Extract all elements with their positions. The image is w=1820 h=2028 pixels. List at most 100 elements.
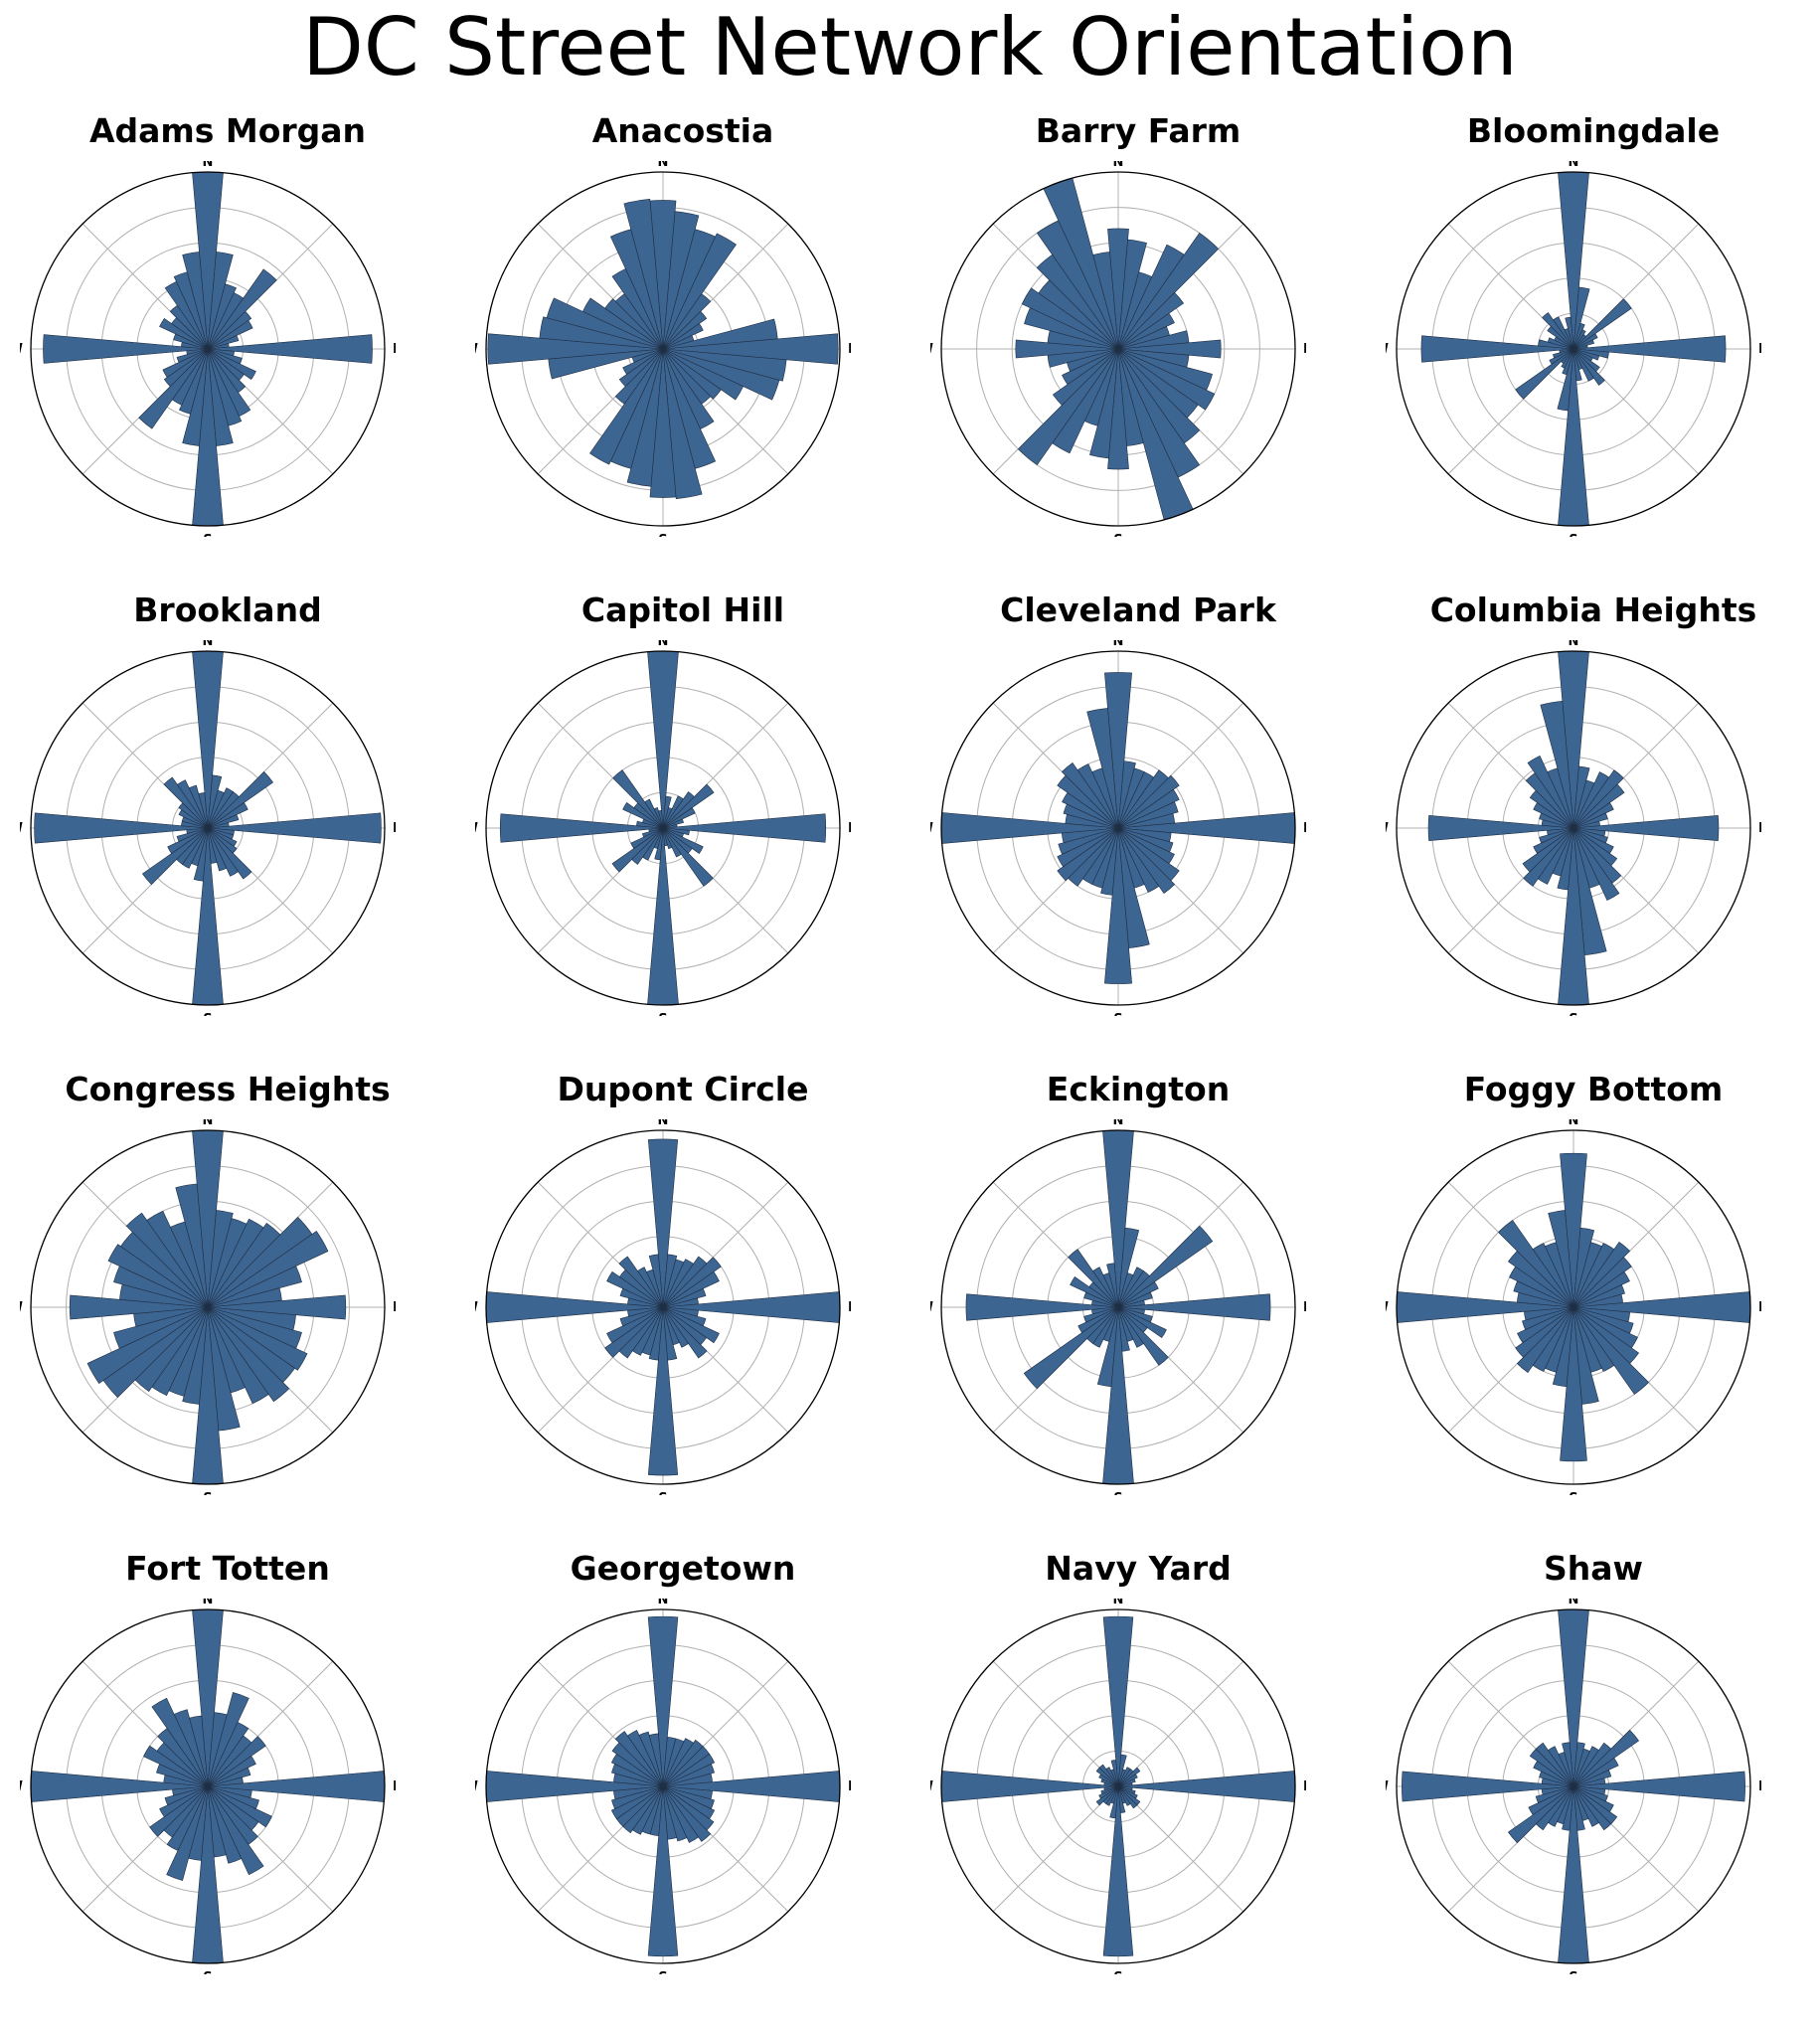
orientation-bar	[207, 1767, 251, 1787]
orientation-bar	[1021, 287, 1119, 350]
circular-gridline	[976, 207, 1260, 491]
orientation-bar	[1572, 812, 1608, 829]
orientation-bar	[207, 283, 237, 350]
orientation-bar	[1117, 1785, 1138, 1809]
orientation-bar	[604, 298, 664, 350]
orientation-bar	[107, 1244, 209, 1308]
direction-label-s: S	[1569, 533, 1577, 537]
orientation-bar	[207, 827, 252, 880]
orientation-bar	[623, 198, 664, 350]
orientation-bar	[1572, 339, 1594, 350]
orientation-bar	[113, 1306, 209, 1349]
direction-label-n: N	[1113, 161, 1124, 170]
chart-title: Columbia Heights	[1429, 591, 1757, 629]
direction-label-w: W	[930, 342, 933, 357]
orientation-bar	[1572, 1770, 1612, 1787]
orientation-bar	[138, 348, 209, 429]
polar-outline	[485, 171, 841, 527]
orientation-bar	[1061, 761, 1119, 829]
orientation-bar	[207, 334, 373, 364]
orientation-bar	[1105, 1767, 1119, 1787]
orientation-bar	[207, 1306, 269, 1405]
direction-label-w: W	[1386, 1300, 1389, 1315]
orientation-bar	[1076, 763, 1119, 829]
orientation-bar	[618, 348, 664, 388]
orientation-bar	[1100, 1785, 1119, 1794]
orientation-bar	[1104, 827, 1132, 984]
orientation-bar	[173, 1709, 209, 1787]
direction-label-n: N	[658, 161, 669, 170]
orientation-bar	[207, 827, 228, 872]
orientation-bar	[1572, 333, 1598, 350]
orientation-bar	[1523, 827, 1574, 887]
direction-label-n: N	[203, 161, 214, 170]
polar-outline	[1396, 1608, 1751, 1964]
orientation-bar	[1117, 312, 1175, 350]
orientation-bar	[662, 783, 715, 829]
orientation-bar	[662, 827, 682, 858]
orientation-bar	[619, 1306, 664, 1327]
orientation-bar	[69, 1294, 209, 1320]
orientation-bar	[166, 1785, 209, 1851]
polar-chart-panel: Georgetown N E S W	[455, 1549, 910, 2028]
direction-label-s: S	[658, 1012, 667, 1016]
orientation-bar	[1539, 827, 1574, 844]
orientation-bar	[207, 827, 240, 877]
direction-label-s: S	[203, 533, 212, 537]
orientation-bar	[662, 1287, 707, 1308]
direction-label-s: S	[1569, 1012, 1577, 1016]
orientation-bar	[1095, 1785, 1119, 1806]
polar-chart-panel: Foggy Bottom N E S W	[1366, 1070, 1820, 1549]
orientation-bar	[487, 333, 664, 365]
orientation-bar	[207, 268, 277, 350]
direction-label-w: W	[475, 1300, 478, 1315]
orientation-bar	[662, 813, 827, 843]
polar-chart: N E S W	[1386, 1599, 1761, 1974]
orientation-bar	[1117, 827, 1160, 893]
orientation-bar	[162, 348, 209, 379]
radial-gridline	[992, 1660, 1119, 1787]
orientation-bar	[1077, 1306, 1119, 1333]
polar-chart: N E S W	[1386, 161, 1761, 537]
direction-label-n: N	[203, 1599, 214, 1607]
chart-title: Shaw	[1543, 1549, 1643, 1588]
orientation-bar	[207, 1266, 302, 1308]
orientation-bar	[207, 1306, 290, 1403]
orientation-bar	[1572, 1729, 1640, 1787]
direction-label-s: S	[1113, 1012, 1122, 1016]
orientation-bar	[1106, 1263, 1119, 1308]
orientation-bar	[207, 335, 240, 350]
orientation-bar	[1549, 348, 1574, 365]
orientation-bar	[626, 1730, 664, 1787]
polar-outline	[940, 1608, 1296, 1964]
direction-label-s: S	[1113, 533, 1122, 537]
orientation-bar	[589, 348, 664, 465]
polar-outline	[30, 1129, 386, 1485]
orientation-bar	[662, 348, 703, 500]
polar-outline	[940, 650, 1296, 1006]
direction-label-s: S	[1113, 1491, 1122, 1495]
orientation-bar	[86, 1306, 209, 1384]
orientation-bar	[1117, 1771, 1296, 1802]
orientation-bar	[1117, 1306, 1169, 1366]
orientation-bar	[1572, 814, 1720, 842]
orientation-bar	[207, 310, 252, 350]
orientation-bar	[1098, 1785, 1119, 1799]
polar-chart: N E S W	[930, 1599, 1306, 1974]
orientation-bar	[662, 827, 673, 849]
polar-chart-panel: Fort Totten N E S W	[0, 1549, 455, 2028]
orientation-bar	[662, 807, 696, 829]
orientation-bar	[151, 1697, 209, 1787]
direction-label-e: E	[848, 1779, 851, 1794]
orientation-bar	[1117, 1281, 1159, 1308]
polar-chart-panel: Navy Yard N E S W	[910, 1549, 1366, 2028]
orientation-bar	[1117, 1767, 1141, 1787]
direction-label-w: W	[930, 1300, 933, 1315]
orientation-bar	[1516, 1306, 1574, 1374]
orientation-bar	[163, 776, 209, 829]
chart-title: Barry Farm	[1035, 111, 1241, 150]
orientation-bar	[1117, 232, 1220, 350]
orientation-bar	[662, 1270, 720, 1308]
direction-label-n: N	[1569, 161, 1579, 170]
